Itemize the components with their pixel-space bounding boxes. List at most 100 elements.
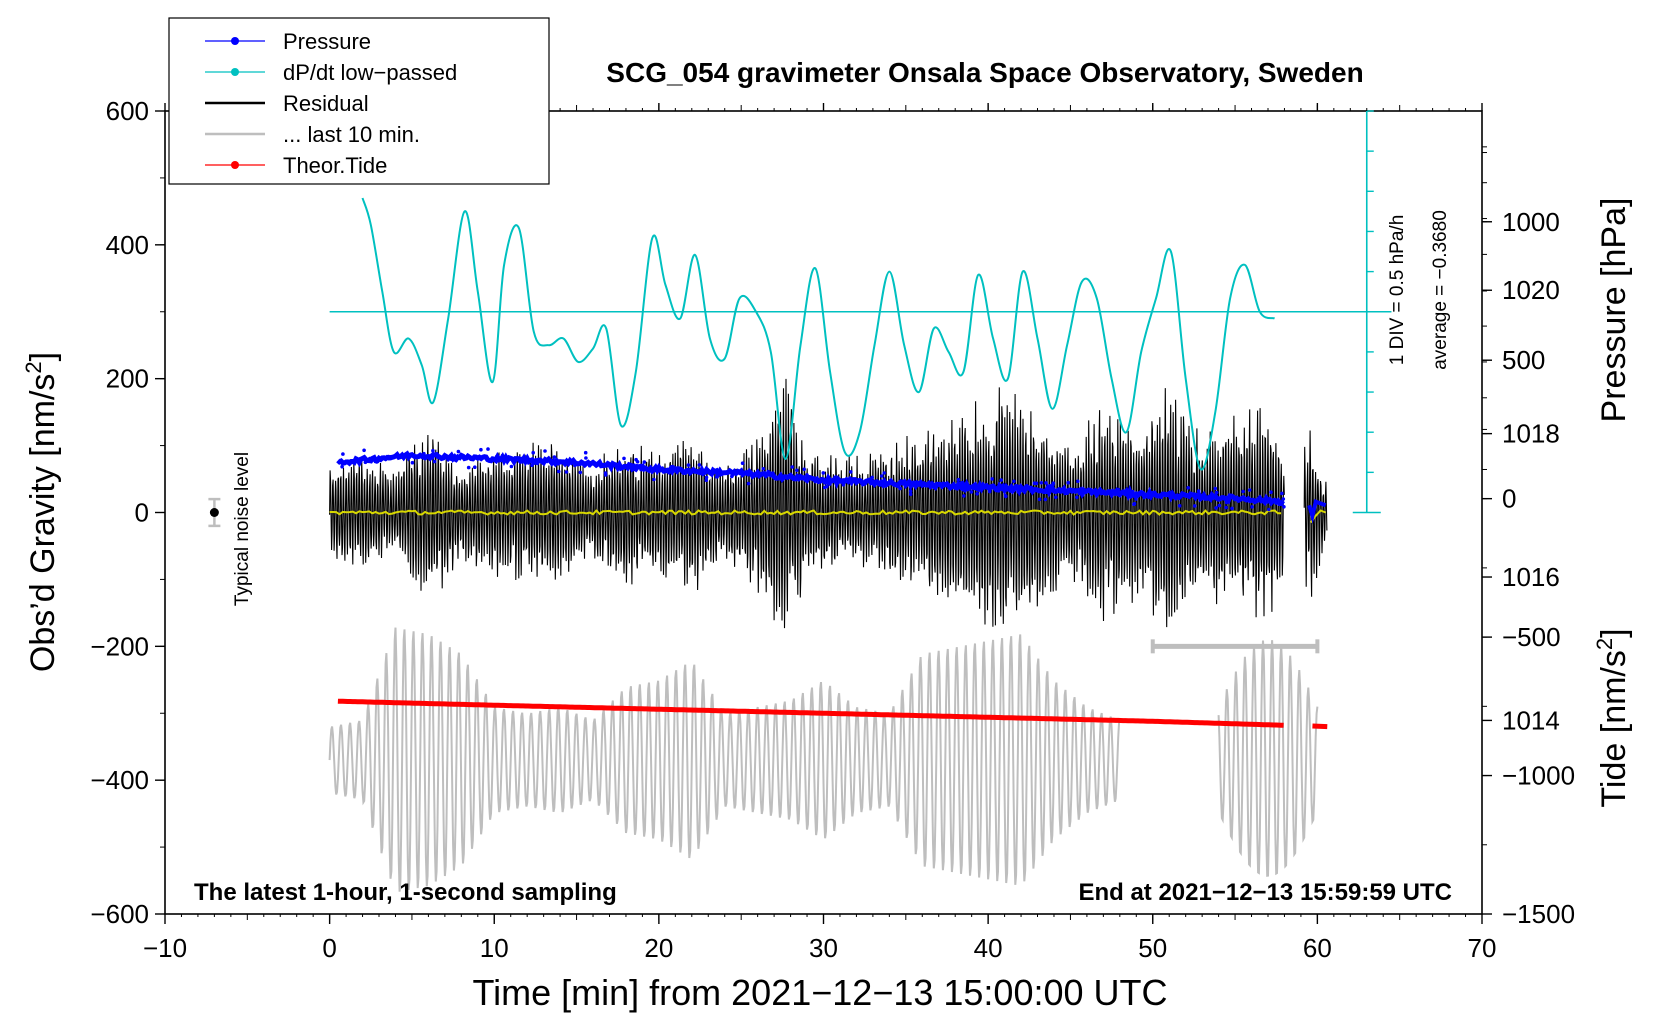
pressure-point [823, 485, 827, 490]
pressure-point [802, 467, 806, 472]
legend-label: Residual [283, 91, 369, 116]
note-bottom-left: The latest 1‑hour, 1‑second sampling [194, 879, 617, 906]
residual-trace-end [1303, 430, 1328, 597]
pressure-trace-end [1307, 499, 1327, 524]
chart-title: SCG_054 gravimeter Onsala Space Observat… [606, 57, 1363, 88]
pressure-point [956, 477, 961, 482]
pressure-point [828, 482, 832, 486]
x-tick-label: 10 [480, 933, 509, 963]
pressure-point [882, 471, 886, 475]
pressure-point [395, 454, 399, 458]
pressure-point [673, 466, 678, 470]
pressure-point [627, 462, 631, 467]
x-tick-label: 50 [1138, 933, 1167, 963]
pressure-point [517, 459, 522, 463]
pressure-point [531, 450, 535, 455]
pressure-point [534, 458, 538, 462]
pressure-point [340, 464, 344, 469]
pressure-point [804, 477, 808, 481]
x-tick-label: 0 [322, 933, 336, 963]
y-tick-label: 600 [106, 96, 149, 126]
pressure-point [1250, 505, 1254, 509]
pressure-point [362, 448, 366, 453]
y-tick-label: −200 [90, 631, 149, 661]
pressure-point [368, 456, 372, 461]
pressure-point [1054, 495, 1058, 500]
pressure-point [530, 463, 534, 468]
pressure-point [841, 478, 846, 482]
dpdt-trace [361, 197, 1276, 471]
legend-label: Theor.Tide [283, 153, 387, 178]
axes: −10 0 10 20 30 40 50 60 706004002000−200−400−600… [90, 96, 1575, 963]
pressure-point [1230, 506, 1234, 511]
y-tick-label: 400 [106, 230, 149, 260]
pressure-point [1255, 498, 1260, 502]
pressure-point [1076, 479, 1080, 484]
x-tick-label: 60 [1303, 933, 1332, 963]
pressure-point [556, 469, 561, 474]
pressure-trace [336, 450, 1285, 507]
pressure-point [552, 455, 557, 459]
pressure-tick-label: 1020 [1502, 275, 1560, 305]
pressure-point [1236, 499, 1241, 503]
pressure-tick-label: 1018 [1502, 419, 1560, 449]
pressure-point [1077, 491, 1082, 496]
pressure-point [1186, 486, 1190, 490]
tide-tick-label: 1000 [1502, 207, 1560, 237]
pressure-point [451, 455, 456, 459]
pressure-point [1241, 489, 1245, 494]
pressure-point [1048, 484, 1052, 488]
pressure-point [635, 460, 640, 464]
pressure-point [908, 492, 913, 497]
pressure-point [1177, 504, 1182, 508]
pressure-point [1224, 505, 1228, 510]
pressure-point [543, 449, 547, 453]
pressure-point [422, 451, 426, 456]
pressure-point [1280, 491, 1284, 496]
pressure-point [969, 490, 974, 494]
pressure-point [466, 465, 471, 470]
x-tick-label: 30 [809, 933, 838, 963]
pressure-point [632, 463, 636, 468]
legend-marker [231, 161, 239, 169]
pressure-point [456, 449, 461, 454]
pressure-point [875, 479, 879, 483]
pressure-point [833, 475, 837, 480]
pressure-point [697, 463, 702, 467]
dpdt-scale [1352, 110, 1381, 514]
series-theor-tide [337, 698, 1328, 730]
pressure-point [730, 474, 734, 479]
legend-marker [231, 68, 239, 76]
y-tick-label: −400 [90, 765, 149, 795]
series-last-10-min [328, 627, 1319, 892]
y-axis-title-tide-text: Tide [nm/s [1595, 650, 1633, 807]
pressure-point [686, 463, 691, 467]
pressure-point [381, 456, 385, 461]
pressure-point [1213, 486, 1218, 491]
pressure-point [898, 486, 902, 491]
pressure-point [1282, 505, 1286, 509]
pressure-point [441, 454, 446, 459]
pressure-point [870, 475, 874, 480]
pressure-point [584, 456, 588, 460]
pressure-point [1001, 487, 1006, 492]
note-bottom-right: End at 2021−12−13 15:59:59 UTC [1078, 879, 1452, 906]
pressure-point [999, 478, 1003, 482]
pressure-point [761, 467, 766, 471]
pressure-point [619, 465, 623, 469]
pressure-point [821, 471, 826, 475]
pressure-point [1132, 501, 1137, 506]
x-tick-label: 70 [1468, 933, 1497, 963]
pressure-point [1107, 491, 1111, 496]
pressure-point [1016, 490, 1020, 494]
pressure-point [1037, 497, 1042, 502]
pressure-point [971, 486, 976, 491]
pressure-point [990, 477, 994, 481]
pressure-point [1116, 487, 1121, 492]
pressure-point [374, 460, 379, 464]
pressure-point [1196, 489, 1201, 493]
smoothed-residual-trace [329, 509, 1282, 516]
pressure-point [879, 474, 884, 478]
pressure-point [1051, 481, 1056, 486]
